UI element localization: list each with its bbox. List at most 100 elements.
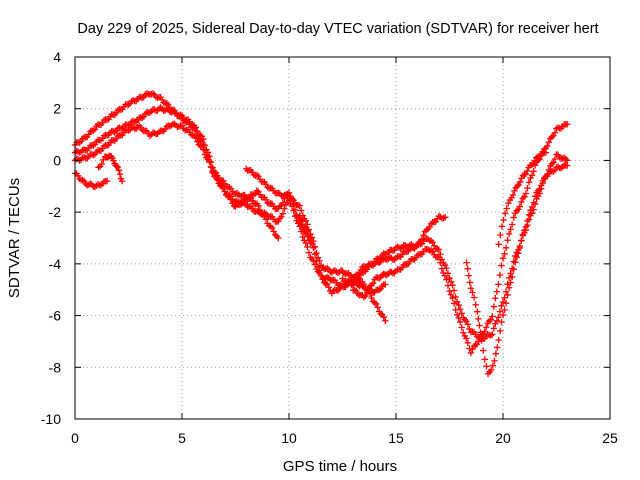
data-point [452,293,459,301]
data-point [521,171,528,178]
data-point [564,162,571,169]
data-point [519,231,527,238]
data-point [481,356,489,363]
data-point [530,199,537,206]
data-point [501,306,508,314]
data-point [467,285,475,292]
data-point [374,304,381,311]
data-point [279,210,287,217]
data-point [551,129,559,136]
data-point [505,230,513,238]
data-point [463,335,470,342]
data-point [469,289,476,296]
satellite-track-11 [495,149,549,248]
chart-title: Day 229 of 2025, Sidereal Day-to-day VTE… [77,21,598,37]
y-tick-label: 2 [53,101,61,117]
data-point [443,276,450,283]
data-point [495,314,502,321]
data-point [356,275,363,282]
x-tick-label: 0 [71,430,79,446]
x-tick-label: 15 [388,430,404,446]
data-point [304,243,311,251]
data-point [366,290,374,298]
data-point [296,202,303,209]
data-point [441,261,449,269]
data-point [493,317,501,325]
data-point [498,302,505,310]
data-point [472,301,479,308]
data-point [450,300,458,307]
data-point [429,239,436,246]
data-point [446,287,453,295]
data-point [500,216,507,224]
data-point [435,246,442,253]
data-point [496,308,504,315]
satellite-track-5 [95,152,126,185]
data-point [483,363,490,370]
data-point [510,214,517,221]
y-tick-label: -8 [49,359,62,375]
data-point [502,300,510,307]
data-point [452,306,459,314]
data-point [382,317,389,324]
data-point [307,236,314,243]
data-point [512,259,519,266]
data-point [114,163,121,171]
data-point [447,278,455,285]
data-point [522,190,530,197]
data-point [505,274,513,282]
data-point [518,237,525,244]
data-point [489,331,496,338]
data-point [550,159,557,166]
data-point [372,300,380,308]
data-point [449,294,456,302]
data-point [437,250,444,258]
y-tick-label: -10 [41,411,61,427]
data-point [496,271,504,279]
data-point [299,233,306,241]
data-point [467,349,475,357]
data-point [261,212,268,220]
data-point [528,203,536,211]
data-point [103,177,111,185]
satellite-track-10 [463,161,571,377]
data-point [275,234,282,242]
y-tick-label: -6 [49,308,62,324]
data-point [536,185,543,193]
data-point [542,149,549,156]
x-tick-label: 25 [602,430,618,446]
y-tick-label: 0 [53,152,61,168]
data-point [496,327,504,335]
data-point [457,318,464,326]
data-point [368,294,375,302]
data-point [325,284,332,291]
data-point [528,172,536,179]
data-point [530,167,537,175]
data-point [302,239,310,247]
data-point [298,228,305,235]
data-point [494,344,501,351]
data-point [447,291,455,298]
data-point [98,160,105,168]
data-point [437,259,444,266]
data-point [256,206,264,214]
data-point [509,191,517,199]
data-point [444,282,452,289]
data-point [514,182,521,190]
data-point [513,254,520,261]
data-point [302,217,310,225]
data-point [255,202,262,210]
data-point [525,179,533,186]
data-point [288,203,296,210]
data-point [457,305,464,313]
data-point [538,182,545,189]
data-point [207,163,215,171]
satellite-track-3 [71,120,282,242]
data-point [518,198,525,206]
data-point [504,237,511,244]
data-point [524,185,531,192]
data-point [455,301,462,309]
data-point [458,324,465,331]
data-point [298,216,305,224]
